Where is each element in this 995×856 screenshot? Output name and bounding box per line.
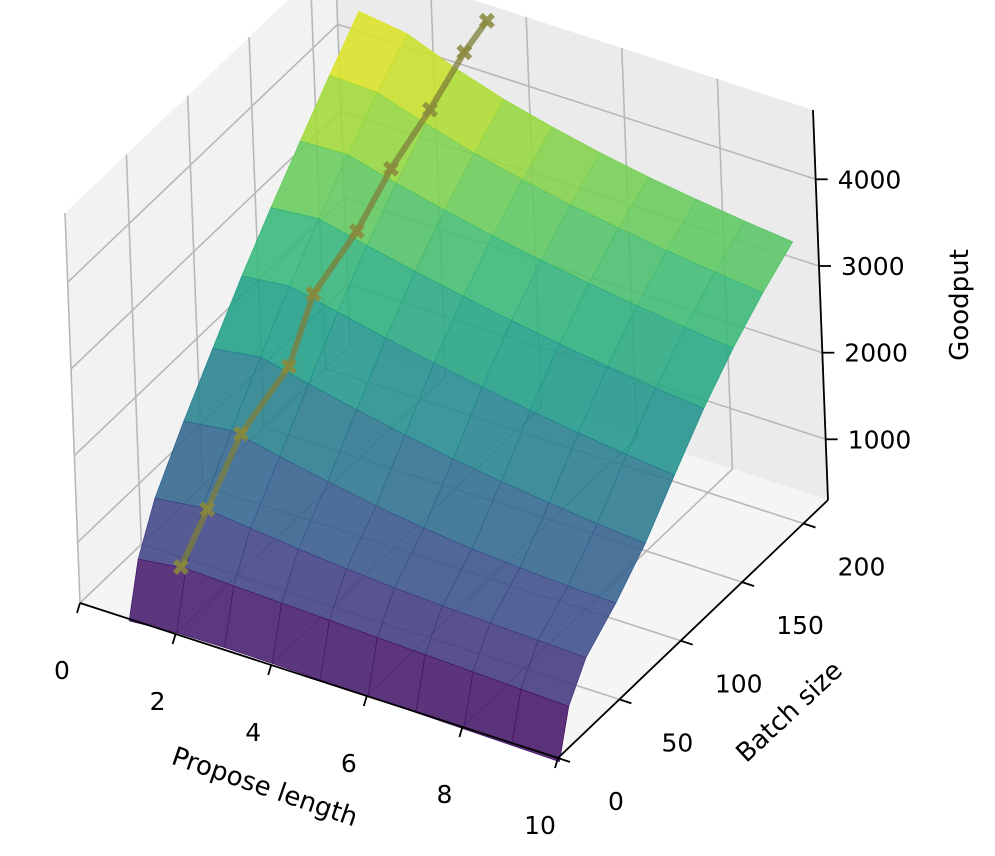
axes-lines bbox=[79, 109, 829, 759]
x-marker-shape bbox=[422, 101, 438, 118]
optimal-path-marker bbox=[173, 559, 189, 575]
x-tick-mark bbox=[554, 757, 559, 769]
optimal-path-marker bbox=[281, 358, 298, 375]
optimal-path-series bbox=[173, 12, 495, 575]
y-tick-label: 150 bbox=[776, 611, 824, 640]
x-marker-shape bbox=[456, 44, 473, 61]
surface-patch bbox=[511, 688, 570, 763]
goodput-surface bbox=[128, 10, 794, 763]
y-tick-label: 200 bbox=[838, 553, 886, 582]
optimal-path-marker bbox=[305, 285, 322, 302]
z-tick-label: 3000 bbox=[841, 252, 905, 281]
x-marker-shape bbox=[348, 223, 365, 240]
x-marker-shape bbox=[383, 160, 399, 177]
x-tick-label: 10 bbox=[524, 811, 556, 840]
y-tick-mark bbox=[557, 757, 571, 763]
x-tick-label: 4 bbox=[245, 718, 261, 747]
y-tick-mark bbox=[680, 639, 693, 646]
optimal-path-marker bbox=[478, 12, 495, 29]
y-tick-mark bbox=[741, 581, 755, 587]
y-axis-line bbox=[557, 499, 829, 759]
x-tick-mark bbox=[76, 602, 81, 614]
z-tick-label: 4000 bbox=[838, 165, 902, 194]
x-axis-line bbox=[79, 602, 559, 759]
grid-z-left bbox=[67, 23, 339, 283]
optimal-path-marker bbox=[233, 425, 249, 442]
x-axis-label: Propose length bbox=[168, 742, 362, 834]
left-pane bbox=[65, 0, 350, 603]
x-marker-shape bbox=[173, 559, 189, 575]
z-axis-label: Goodput bbox=[945, 249, 975, 361]
grid-y-left bbox=[64, 212, 81, 604]
optimal-path-line bbox=[178, 18, 490, 569]
optimal-path-marker bbox=[199, 501, 216, 518]
x-tick-label: 8 bbox=[436, 780, 452, 809]
x-marker-shape bbox=[233, 425, 249, 442]
x-tick-label: 0 bbox=[54, 656, 70, 685]
z-tick-label: 1000 bbox=[848, 425, 912, 454]
optimal-path-marker bbox=[456, 44, 473, 61]
x-tick-label: 2 bbox=[150, 687, 166, 716]
y-tick-label: 50 bbox=[661, 728, 693, 757]
x-marker-shape bbox=[478, 12, 495, 29]
x-tick-mark bbox=[458, 726, 464, 738]
x-tick-mark bbox=[171, 633, 177, 645]
x-tick-mark bbox=[267, 664, 273, 676]
y-tick-label: 100 bbox=[715, 670, 763, 699]
y-tick-mark bbox=[803, 522, 816, 529]
x-marker-shape bbox=[199, 501, 216, 518]
z-tick-label: 2000 bbox=[844, 339, 908, 368]
y-tick-mark bbox=[619, 698, 632, 705]
x-tick-label: 6 bbox=[341, 749, 357, 778]
optimal-path-marker bbox=[383, 160, 399, 177]
optimal-path-marker bbox=[348, 223, 365, 240]
x-marker-shape bbox=[281, 358, 298, 375]
y-tick-label: 0 bbox=[608, 787, 624, 816]
x-marker-shape bbox=[305, 285, 322, 302]
optimal-path-marker bbox=[422, 101, 438, 118]
grid-y-left bbox=[125, 154, 143, 545]
x-tick-mark bbox=[362, 695, 368, 707]
z-axis-line bbox=[812, 109, 829, 501]
